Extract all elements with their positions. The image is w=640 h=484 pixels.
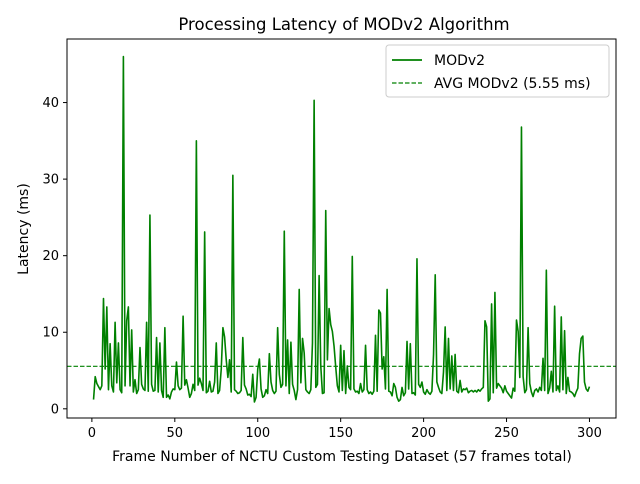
chart-title: Processing Latency of MODv2 Algorithm [178,15,509,34]
y-tick-label: 10 [42,326,59,341]
y-tick-label: 0 [51,402,59,417]
plot-area [66,38,617,419]
x-tick-label: 50 [167,426,184,441]
x-tick-label: 250 [494,426,519,441]
legend-box [385,44,610,98]
legend-label-average: AVG MODv2 (5.55 ms) [434,76,591,92]
plot-frame [66,38,617,419]
legend: MODv2 AVG MODv2 (5.55 ms) [385,44,610,98]
series-line-modv2 [92,55,591,403]
y-tick-label: 30 [42,173,59,188]
x-tick-label: 0 [88,426,96,441]
x-axis: 0 50 100 150 200 250 300 [88,418,602,441]
y-axis-label: Latency (ms) [16,183,32,275]
x-tick-label: 300 [577,426,602,441]
y-tick-label: 40 [42,96,59,111]
x-tick-label: 100 [245,426,270,441]
x-tick-label: 200 [411,426,436,441]
legend-label-modv2: MODv2 [434,53,485,69]
y-tick-label: 20 [42,249,59,264]
x-axis-label: Frame Number of NCTU Custom Testing Data… [112,449,572,465]
y-axis: 0 10 20 30 40 [42,96,67,417]
x-tick-label: 150 [328,426,353,441]
